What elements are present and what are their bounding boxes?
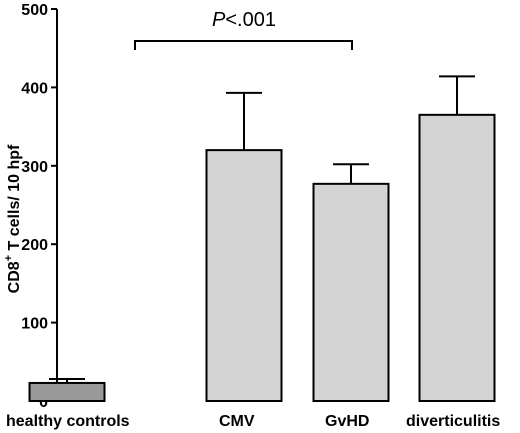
p-value-label: P<.001 (212, 9, 276, 31)
y-tick-label: 500 (21, 2, 48, 19)
y-axis-title-prefix: CD8 (6, 261, 23, 293)
y-axis: 0 100 200 300 400 500 (21, 2, 58, 411)
y-tick-label: 400 (21, 80, 48, 97)
y-tick-label: 100 (21, 316, 48, 333)
p-value-symbol: P (212, 9, 226, 31)
y-axis-title-suffix: T cells/ 10 hpf (6, 144, 23, 255)
bar (418, 113, 496, 402)
y-tick-label: 300 (21, 159, 48, 176)
x-category-label: CMV (219, 413, 255, 430)
significance-bracket (134, 40, 353, 50)
y-tick-label: 200 (21, 237, 48, 254)
y-axis-title-superscript: + (3, 255, 15, 261)
p-value-number: <.001 (225, 9, 276, 31)
bar (28, 381, 106, 402)
significance-annotation: P<.001 (134, 9, 353, 50)
x-axis-labels: healthy controls CMV GvHD diverticulitis (6, 413, 500, 430)
x-category-label: diverticulitis (406, 413, 500, 430)
x-category-label: GvHD (325, 413, 369, 430)
bar (312, 182, 390, 402)
y-tick-label: 0 (39, 394, 48, 411)
x-category-label: healthy controls (6, 413, 130, 430)
bars (28, 75, 496, 402)
y-axis-title: CD8+ T cells/ 10 hpf (3, 144, 23, 293)
bar (205, 149, 283, 402)
